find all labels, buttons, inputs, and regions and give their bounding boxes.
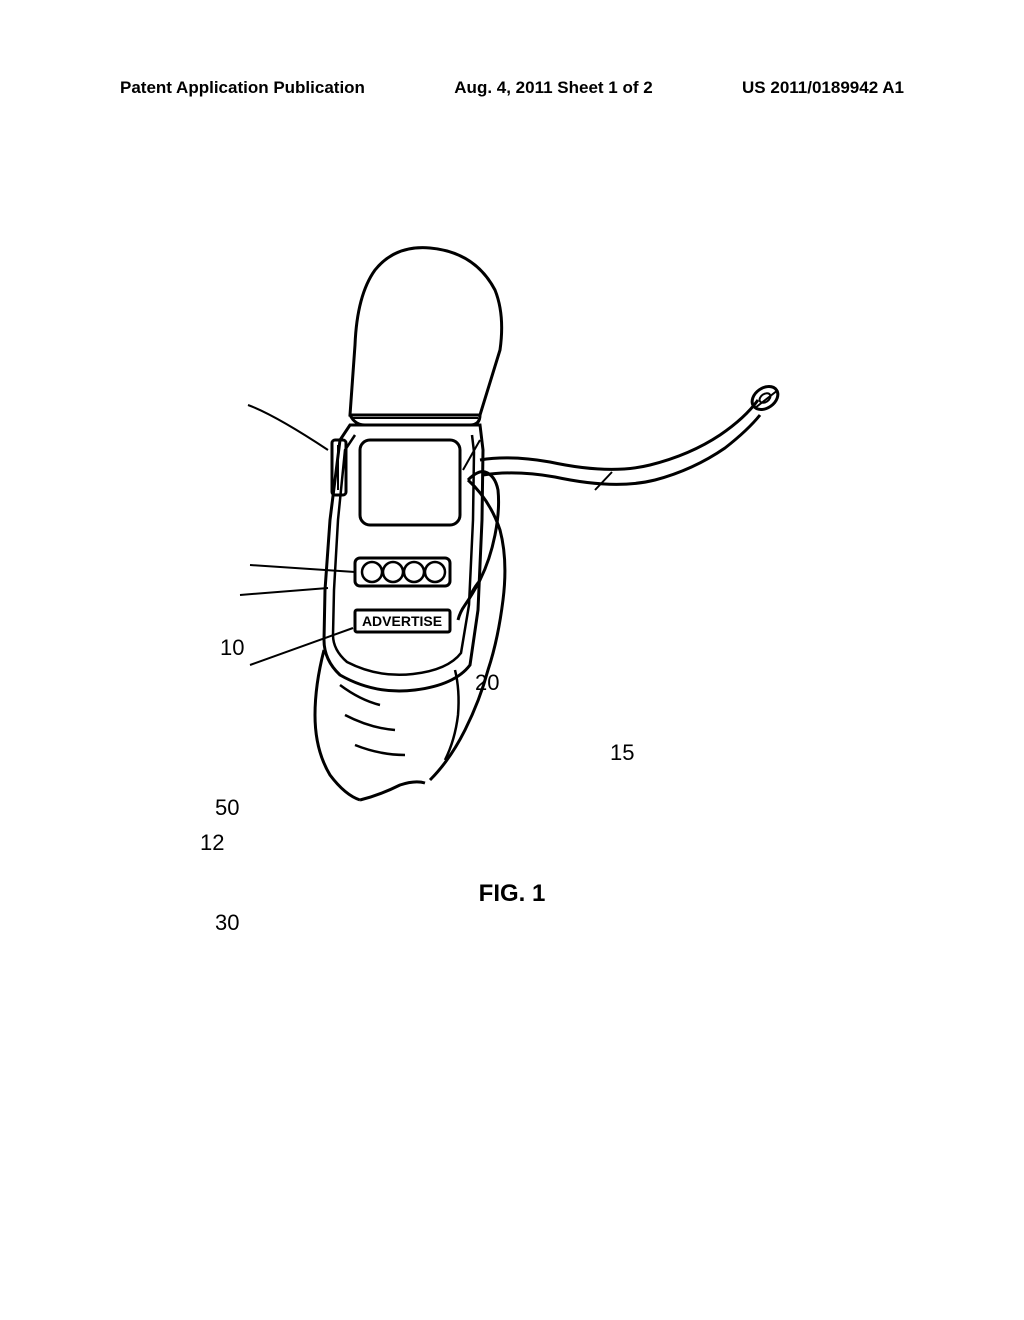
leader-12 [240,588,328,595]
advertise-text: ADVERTISE [362,613,442,629]
leader-10 [248,405,328,450]
leader-50 [250,565,355,572]
header-left: Patent Application Publication [120,78,365,98]
button-3 [404,562,424,582]
callout-50: 50 [215,795,239,821]
finger-line-2 [345,715,395,730]
leader-15 [595,472,612,490]
callout-10: 10 [220,635,244,661]
leader-20 [463,440,480,470]
button-4 [425,562,445,582]
hand-bottom [360,782,425,800]
phone-screen [360,440,460,525]
header-right: US 2011/0189942 A1 [742,78,904,98]
cable-connector-inner [758,391,772,404]
callout-15: 15 [610,740,634,766]
cable [480,400,758,469]
page-header: Patent Application Publication Aug. 4, 2… [0,78,1024,98]
callout-20: 20 [475,670,499,696]
leader-30 [250,628,353,665]
cable-connector-outer [748,382,782,414]
callout-12: 12 [200,830,224,856]
figure-1: ADVERTISE [0,240,1024,940]
cable-lower [483,415,760,484]
patent-drawing: ADVERTISE [200,240,820,840]
phone-flip-top [350,248,502,415]
header-center: Aug. 4, 2011 Sheet 1 of 2 [454,78,652,98]
callout-30: 30 [215,910,239,936]
figure-caption: FIG. 1 [479,880,546,908]
button-1 [362,562,382,582]
finger-line-3 [355,745,405,755]
phone-inner-frame [333,435,474,675]
button-2 [383,562,403,582]
